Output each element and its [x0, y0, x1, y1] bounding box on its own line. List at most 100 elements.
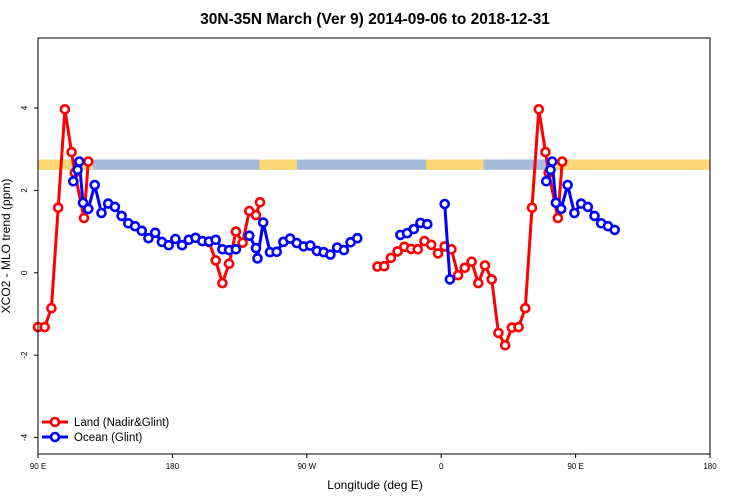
land-point-0-8 [83, 156, 94, 167]
ocean-point-3-1 [444, 274, 456, 285]
x-tick-label-5: 180 [703, 462, 717, 471]
x-axis-label: Longitude (deg E) [327, 478, 422, 492]
land-point-2-22 [519, 302, 531, 314]
ocean-point-0-6 [96, 207, 107, 219]
band-land-1 [259, 159, 297, 170]
ocean-point-1-3 [257, 217, 269, 228]
ocean-point-0-17 [170, 233, 181, 245]
chart-title: 30N-35N March (Ver 9) 2014-09-06 to 2018… [200, 11, 550, 28]
land-point-2-23 [526, 202, 538, 213]
land-point-1-3 [223, 258, 235, 270]
land-point-2-18 [493, 327, 504, 339]
band-ocean [38, 159, 710, 170]
ocean-point-2-4 [421, 218, 433, 230]
series-layer [32, 104, 621, 351]
legend-label-ocean: Ocean (Glint) [74, 432, 143, 444]
land-point-0-1 [39, 321, 51, 333]
ocean-point-0-2 [74, 156, 85, 167]
band-land-0 [38, 159, 93, 170]
x-tick-label-2: 90 W [297, 462, 316, 471]
ocean-point-4-2 [546, 156, 558, 167]
land-point-2-14 [466, 256, 477, 268]
legend-item-ocean: Ocean (Glint) [42, 431, 143, 444]
land-point-0-5 [66, 146, 77, 158]
y-axis: -4 -2 0 2 4 [20, 105, 38, 441]
ocean-point-0-1 [72, 164, 83, 176]
y-tick-label-1: -2 [20, 351, 29, 359]
x-tick-label-1: 180 [166, 462, 180, 471]
ocean-point-1-5 [271, 246, 283, 258]
land-point-2-19 [499, 339, 511, 351]
x-tick-label-0: 90 E [30, 462, 46, 471]
x-tick-label-4: 90 E [567, 462, 583, 471]
land-point-2-2 [385, 252, 397, 264]
ocean-point-0-9 [116, 210, 127, 222]
land-point-0-2 [46, 302, 57, 314]
y-tick-label-2: 0 [20, 270, 29, 275]
land-point-0-7 [78, 212, 90, 224]
legend-item-land: Land (Nadir&Glint) [42, 416, 169, 429]
ocean-point-0-26 [230, 244, 242, 255]
x-axis: 90 E 180 90 W 0 90 E 180 [30, 454, 717, 471]
ocean-point-0-8 [109, 201, 121, 213]
ocean-point-2-2 [408, 223, 420, 235]
land-point-2-28 [556, 156, 568, 167]
land-point-2-15 [472, 277, 484, 289]
ocean-point-0-16 [163, 239, 174, 251]
y-tick-label-3: 2 [20, 188, 29, 193]
y-axis-label: XCO2 - MLO trend (ppm) [0, 179, 13, 314]
ocean-point-4-9 [589, 210, 600, 222]
band-land-3 [553, 159, 710, 170]
land-point-2-27 [552, 212, 564, 224]
ocean-point-1-13 [325, 249, 336, 260]
land-point-1-7 [250, 209, 262, 221]
ocean-point-0-4 [83, 203, 94, 215]
ocean-point-0-18 [176, 239, 188, 251]
legend-marker-ocean [49, 431, 61, 443]
ocean-point-0-13 [143, 232, 154, 244]
land-point-0-4 [59, 104, 71, 115]
ocean-point-1-15 [338, 244, 350, 256]
land-point-2-25 [540, 146, 551, 158]
y-tick-label-0: -4 [20, 433, 29, 441]
land-point-1-2 [217, 277, 228, 289]
land-point-2-21 [513, 321, 524, 333]
land-point-0-3 [52, 202, 64, 213]
land-point-2-1 [378, 260, 390, 272]
ocean-point-3-0 [439, 198, 451, 210]
ocean-point-1-17 [351, 232, 363, 244]
land-point-2-13 [459, 262, 471, 274]
land-line-2 [377, 107, 564, 347]
band-land-2 [426, 159, 484, 170]
legend: Land (Nadir&Glint) Ocean (Glint) [42, 416, 169, 444]
plot-frame [37, 37, 711, 455]
ocean-point-4-8 [582, 201, 594, 213]
ocean-point-4-12 [609, 224, 621, 236]
ocean-line-3 [443, 203, 452, 280]
land-point-2-24 [533, 104, 545, 115]
land-point-2-9 [432, 248, 444, 259]
land-point-1-8 [254, 197, 266, 208]
land-point-2-16 [479, 260, 491, 271]
land-point-2-17 [486, 274, 498, 285]
ocean-point-0-11 [129, 220, 141, 232]
ocean-point-0-14 [149, 227, 161, 239]
ocean-point-0-23 [210, 234, 221, 246]
land-point-2-3 [392, 246, 403, 257]
land-point-1-4 [230, 226, 242, 237]
ocean-point-1-10 [304, 240, 316, 251]
ocean-point-0-12 [136, 225, 148, 237]
legend-label-land: Land (Nadir&Glint) [74, 417, 169, 429]
band [38, 159, 710, 170]
ocean-point-4-0 [540, 176, 552, 187]
land-point-2-8 [425, 239, 437, 251]
ocean-point-4-1 [545, 164, 556, 176]
x-tick-label-3: 0 [439, 462, 444, 471]
ocean-point-1-0 [244, 230, 255, 241]
land-point-2-6 [412, 244, 424, 255]
legend-marker-land [49, 416, 61, 428]
land-point-1-1 [210, 255, 221, 266]
ocean-point-4-5 [562, 179, 573, 191]
ocean-point-0-0 [68, 176, 79, 187]
